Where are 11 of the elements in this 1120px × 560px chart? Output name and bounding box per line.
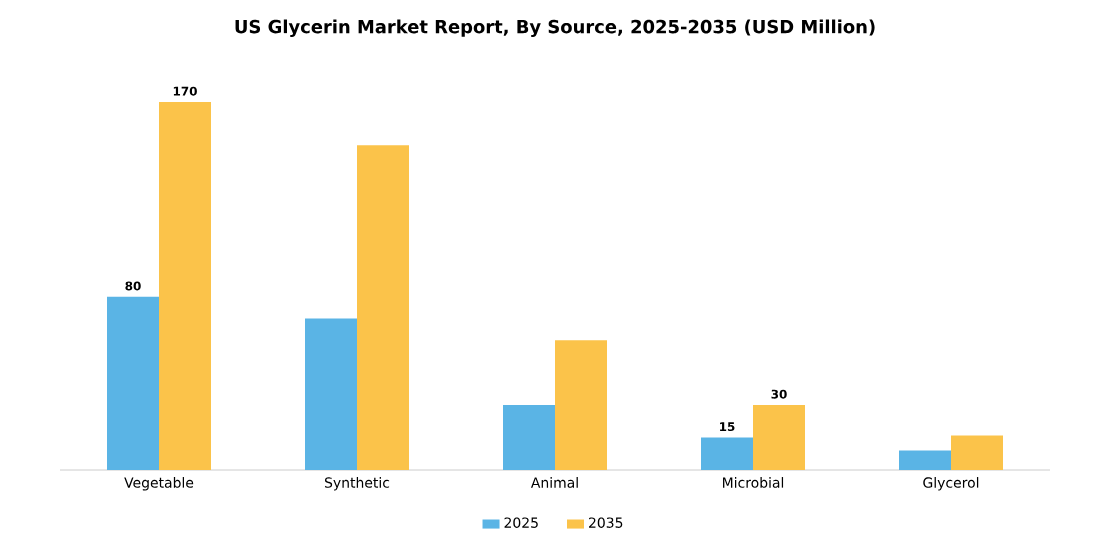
bar bbox=[159, 102, 211, 470]
bar bbox=[899, 450, 951, 470]
chart-title: US Glycerin Market Report, By Source, 2025-2035 (USD Million) bbox=[235, 19, 875, 38]
bar bbox=[701, 437, 753, 470]
bar bbox=[305, 318, 357, 470]
bar bbox=[753, 405, 805, 470]
bar bbox=[951, 435, 1003, 470]
bar bbox=[357, 145, 409, 470]
bar bbox=[503, 405, 555, 470]
bar bbox=[107, 296, 159, 470]
bar bbox=[555, 340, 607, 470]
